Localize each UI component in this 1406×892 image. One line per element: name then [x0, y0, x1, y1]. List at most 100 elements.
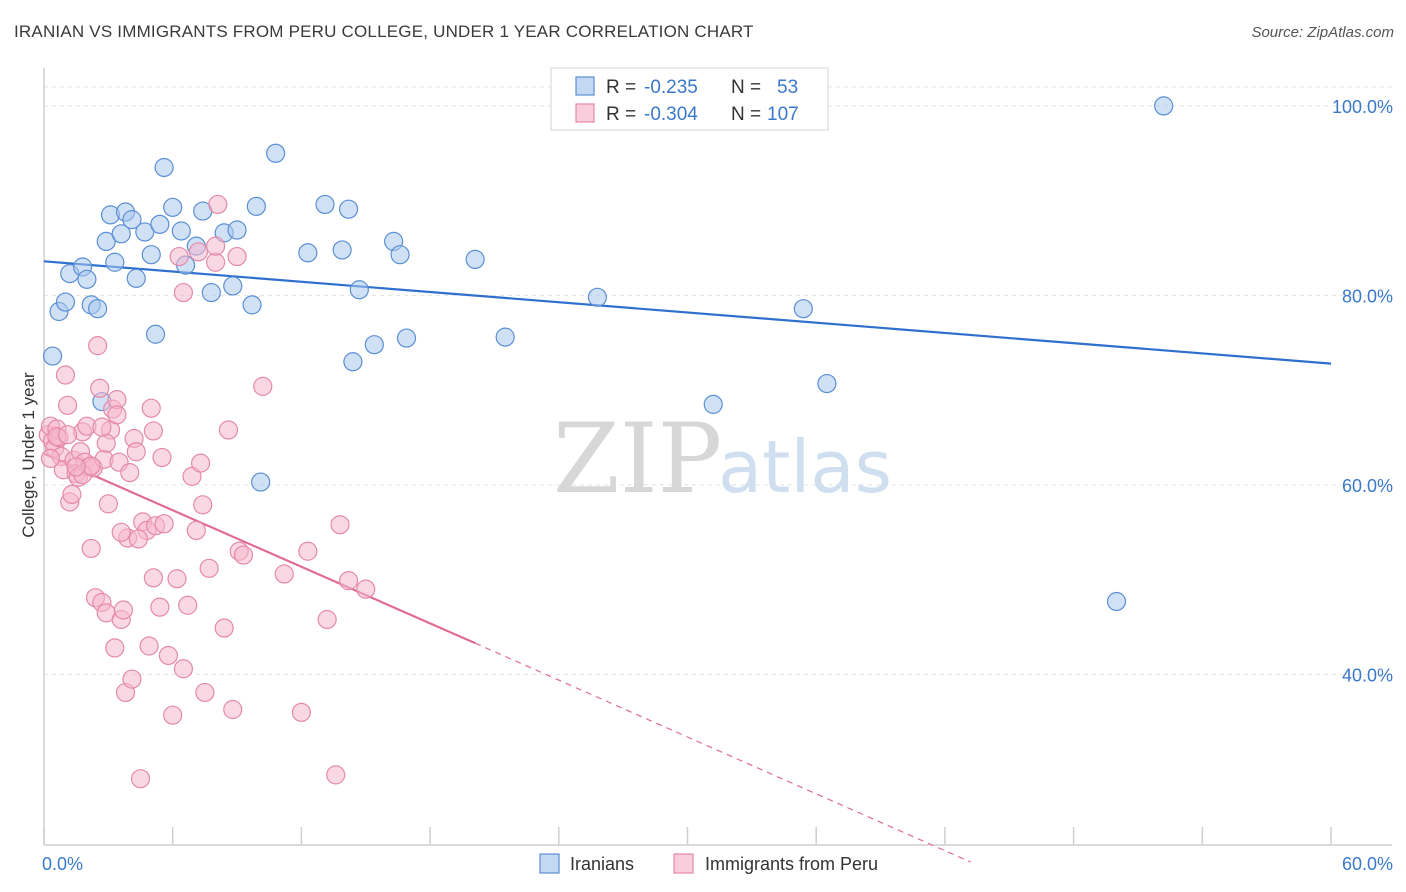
iranian-point [135, 222, 155, 242]
peru-point [128, 529, 148, 549]
peru-point [111, 522, 131, 542]
watermark-zip: ZIP [553, 403, 722, 515]
legend-swatch-peru [575, 103, 595, 123]
peru-point [167, 569, 187, 589]
bottom-legend-label-iranians: Iranians [570, 854, 634, 874]
peru-point [206, 252, 226, 272]
peru-point [214, 618, 234, 638]
bottom-legend-label-peru: Immigrants from Peru [705, 854, 878, 874]
peru-point [126, 442, 146, 462]
iranian-point [703, 394, 723, 414]
peru-point [206, 236, 226, 256]
peru-point [291, 702, 311, 722]
peru-point [139, 636, 159, 656]
bottom-legend-swatch-peru [673, 853, 694, 874]
legend-n-label-1: N = [731, 77, 761, 98]
peru-point [233, 545, 254, 565]
peru-point [92, 417, 112, 437]
correlation-legend: R = -0.235 N = 53 R = -0.304 N = 107 [550, 67, 829, 131]
trend-line-peru [43, 452, 476, 645]
iranian-point [246, 196, 266, 216]
peru-point [356, 579, 376, 599]
iranian-point [343, 352, 363, 372]
legend-n-value-2: 107 [767, 104, 799, 125]
y-tick-label: 100.0% [1332, 97, 1393, 117]
y-tick-label: 60.0% [1342, 476, 1393, 496]
iranian-point [77, 269, 97, 289]
iranian-point [266, 143, 286, 163]
peru-point [274, 564, 294, 584]
iranian-point [495, 327, 515, 347]
legend-r-label-1: R = [606, 77, 636, 98]
iranian-point [163, 197, 183, 217]
peru-point [98, 494, 118, 514]
iranian-point [223, 276, 243, 296]
legend-box [550, 67, 829, 131]
iranian-point [338, 199, 359, 219]
peru-point [57, 425, 78, 445]
peru-point [253, 376, 273, 396]
peru-point [317, 609, 337, 630]
iranian-point [349, 280, 369, 300]
iranian-point [817, 373, 837, 394]
trend-lines [43, 260, 1332, 863]
iranian-point [96, 231, 116, 252]
watermark-atlas: atlas [718, 425, 892, 509]
iranian-point [587, 287, 608, 307]
iranian-point [55, 292, 76, 312]
peru-point [330, 515, 350, 535]
peru-point [223, 699, 243, 720]
peru-point [195, 682, 215, 703]
trend-line-iranians [43, 260, 1332, 365]
series-legend: Iranians Immigrants from Peru [539, 853, 878, 874]
peru-point [173, 659, 194, 679]
peru-point [190, 453, 211, 473]
iranian-point [201, 282, 221, 303]
legend-swatch-iranians [575, 76, 595, 96]
iranian-point [88, 299, 108, 319]
peru-point [81, 538, 101, 559]
iranian-point [298, 243, 318, 263]
peru-point [193, 495, 213, 515]
iranian-point [390, 245, 410, 265]
peru-point [326, 765, 346, 785]
peru-point [120, 463, 140, 483]
peru-point [130, 769, 151, 789]
peru-point [169, 246, 189, 267]
iranian-point [171, 221, 191, 241]
peru-point [163, 705, 183, 725]
peru-point [143, 568, 163, 588]
peru-point [96, 433, 116, 453]
peru-point [55, 365, 76, 385]
legend-n-value-1: 53 [777, 77, 798, 98]
iranian-point [227, 220, 247, 240]
tick-labels: 40.0% 60.0% 80.0% 100.0% 0.0% 60.0% [42, 97, 1393, 874]
iranian-point [150, 214, 170, 234]
iranian-point [105, 252, 125, 272]
peru-point [298, 541, 318, 561]
iranian-point [126, 268, 146, 288]
iranian-point [42, 346, 63, 366]
peru-point [105, 638, 125, 658]
iranian-point [242, 295, 262, 315]
iranian-point [145, 324, 166, 344]
iranian-point [1106, 591, 1127, 612]
x-tick-label: 60.0% [1342, 854, 1393, 874]
legend-n-label-2: N = [731, 104, 761, 125]
iranian-point [315, 194, 335, 215]
peru-point [178, 595, 198, 615]
peru-point [66, 457, 86, 477]
chart-title: IRANIAN VS IMMIGRANTS FROM PERU COLLEGE,… [14, 22, 754, 41]
iranian-point [141, 245, 161, 265]
y-tick-label: 80.0% [1342, 286, 1393, 306]
peru-point [158, 645, 179, 666]
peru-point [141, 398, 161, 418]
bottom-legend-swatch-iranians [539, 853, 560, 874]
peru-point [88, 336, 108, 356]
peru-point [107, 405, 127, 425]
iranian-point [122, 210, 142, 230]
peru-point [199, 558, 219, 578]
peru-point [227, 246, 247, 267]
iranian-point [111, 224, 131, 244]
iranian-point [154, 157, 174, 178]
